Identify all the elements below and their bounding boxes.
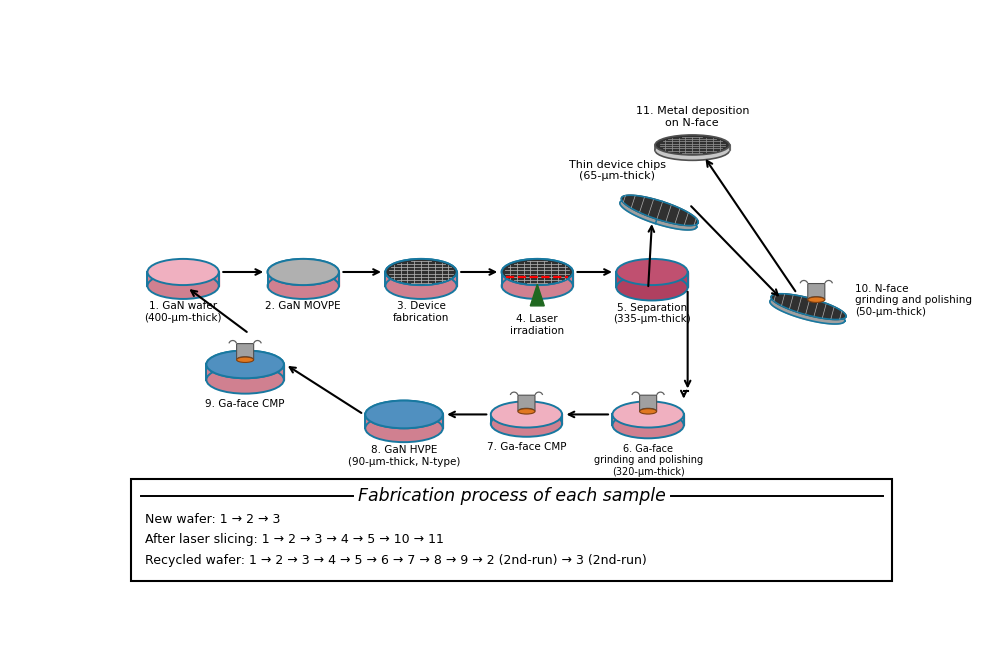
Text: After laser slicing: 1 → 2 → 3 → 4 → 5 → 10 → 11: After laser slicing: 1 → 2 → 3 → 4 → 5 →… (145, 533, 444, 546)
Text: 4. Laser
irradiation: 4. Laser irradiation (510, 314, 564, 336)
FancyBboxPatch shape (518, 395, 535, 411)
Text: 5. Separation
(335-μm-thick): 5. Separation (335-μm-thick) (613, 303, 691, 324)
Text: 7. Ga-face CMP: 7. Ga-face CMP (487, 442, 566, 452)
Polygon shape (268, 272, 339, 286)
Ellipse shape (640, 408, 656, 413)
Ellipse shape (612, 412, 684, 438)
Ellipse shape (206, 350, 284, 379)
Ellipse shape (237, 357, 253, 361)
Ellipse shape (491, 401, 562, 428)
Polygon shape (655, 145, 730, 150)
Polygon shape (491, 415, 562, 424)
Ellipse shape (502, 273, 573, 299)
Text: Recycled wafer: 1 → 2 → 3 → 4 → 5 → 6 → 7 → 8 → 9 → 2 (2nd-run) → 3 (2nd-run): Recycled wafer: 1 → 2 → 3 → 4 → 5 → 6 → … (145, 554, 647, 567)
Text: 9. Ga-face CMP: 9. Ga-face CMP (205, 399, 285, 409)
Polygon shape (616, 272, 688, 287)
Ellipse shape (365, 415, 443, 442)
Polygon shape (770, 298, 845, 324)
Ellipse shape (268, 259, 339, 285)
Polygon shape (771, 294, 846, 319)
Polygon shape (147, 272, 219, 286)
Ellipse shape (808, 297, 825, 302)
Ellipse shape (385, 259, 457, 285)
Ellipse shape (147, 259, 219, 285)
Text: 10. N-face
grinding and polishing
(50-μm-thick): 10. N-face grinding and polishing (50-μm… (855, 284, 972, 317)
Polygon shape (206, 364, 284, 380)
Polygon shape (502, 272, 573, 286)
Polygon shape (385, 272, 457, 286)
Polygon shape (621, 195, 698, 226)
Polygon shape (620, 199, 697, 230)
Polygon shape (530, 284, 544, 306)
Ellipse shape (616, 274, 688, 300)
FancyBboxPatch shape (808, 283, 825, 300)
Text: 8. GaN HVPE
(90-μm-thick, N-type): 8. GaN HVPE (90-μm-thick, N-type) (348, 445, 460, 467)
FancyBboxPatch shape (131, 479, 892, 581)
Ellipse shape (385, 273, 457, 299)
Text: 2. GaN MOVPE: 2. GaN MOVPE (265, 301, 341, 311)
Text: 11. Metal deposition
on N-face: 11. Metal deposition on N-face (636, 106, 749, 128)
Ellipse shape (206, 350, 284, 379)
Text: 6. Ga-face
grinding and polishing
(320-μm-thick): 6. Ga-face grinding and polishing (320-μ… (594, 443, 703, 477)
Ellipse shape (612, 401, 684, 428)
Ellipse shape (268, 259, 339, 285)
Ellipse shape (655, 135, 730, 155)
Ellipse shape (640, 409, 657, 414)
Ellipse shape (809, 297, 824, 301)
Ellipse shape (655, 140, 730, 160)
Ellipse shape (502, 259, 573, 285)
FancyBboxPatch shape (237, 344, 254, 359)
Ellipse shape (237, 357, 254, 363)
Text: New wafer: 1 → 2 → 3: New wafer: 1 → 2 → 3 (145, 512, 281, 525)
Polygon shape (612, 415, 684, 425)
Text: Thin device chips
(65-μm-thick): Thin device chips (65-μm-thick) (569, 159, 666, 181)
Text: Fabrication process of each sample: Fabrication process of each sample (358, 487, 666, 505)
Ellipse shape (268, 273, 339, 299)
Ellipse shape (491, 411, 562, 437)
FancyBboxPatch shape (640, 395, 657, 411)
Ellipse shape (206, 366, 284, 394)
Ellipse shape (616, 259, 688, 285)
Text: 3. Device
fabrication: 3. Device fabrication (393, 301, 449, 323)
Ellipse shape (365, 401, 443, 428)
Ellipse shape (385, 259, 457, 285)
Ellipse shape (147, 273, 219, 299)
Text: 1. GaN wafer
(400-μm-thick): 1. GaN wafer (400-μm-thick) (144, 301, 222, 323)
Ellipse shape (502, 259, 573, 285)
Polygon shape (365, 415, 443, 428)
Ellipse shape (519, 408, 534, 413)
Ellipse shape (518, 409, 535, 414)
Ellipse shape (365, 401, 443, 428)
